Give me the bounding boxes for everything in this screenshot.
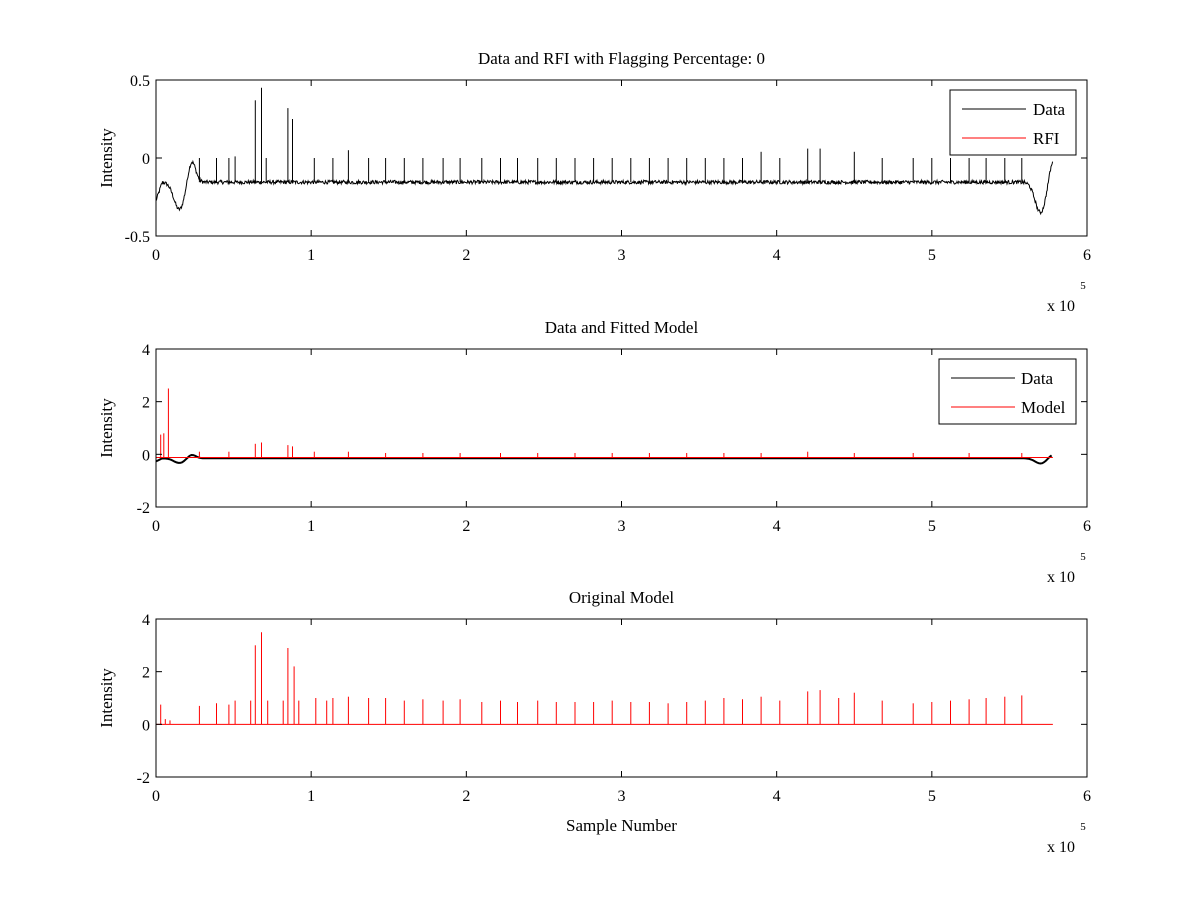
y-tick-label: -2 bbox=[137, 500, 150, 517]
series-data-line bbox=[156, 453, 1053, 465]
y-tick-label: 4 bbox=[142, 612, 150, 629]
legend-label: RFI bbox=[1033, 129, 1060, 148]
y-axis-label: Intensity bbox=[97, 668, 116, 728]
x-multiplier-exponent: 5 bbox=[1080, 280, 1086, 292]
x-tick-label: 2 bbox=[462, 788, 470, 805]
x-tick-label: 5 bbox=[928, 247, 936, 264]
plot-area bbox=[156, 632, 1053, 725]
y-tick-label: 0.5 bbox=[130, 73, 150, 90]
x-tick-label: 6 bbox=[1083, 247, 1091, 264]
chart-title: Data and Fitted Model bbox=[545, 318, 699, 337]
plot-area bbox=[156, 388, 1053, 465]
x-tick-label: 5 bbox=[928, 518, 936, 535]
x-tick-label: 3 bbox=[618, 247, 626, 264]
x-multiplier-exponent: 5 bbox=[1080, 821, 1086, 833]
x-tick-label: 1 bbox=[307, 788, 315, 805]
legend-label: Data bbox=[1033, 100, 1066, 119]
legend-label: Model bbox=[1021, 398, 1066, 417]
x-multiplier-exponent: 5 bbox=[1080, 551, 1086, 563]
x-tick-label: 5 bbox=[928, 788, 936, 805]
y-axis-label: Intensity bbox=[97, 128, 116, 188]
x-multiplier-label: x 10 bbox=[1047, 569, 1075, 586]
y-tick-label: 2 bbox=[142, 665, 150, 682]
y-tick-label: 0 bbox=[142, 151, 150, 168]
x-tick-label: 0 bbox=[152, 247, 160, 264]
y-tick-label: 2 bbox=[142, 395, 150, 412]
x-tick-label: 2 bbox=[462, 247, 470, 264]
x-tick-label: 0 bbox=[152, 788, 160, 805]
x-tick-label: 6 bbox=[1083, 788, 1091, 805]
x-multiplier-label: x 10 bbox=[1047, 298, 1075, 315]
y-tick-label: -0.5 bbox=[125, 229, 150, 246]
x-tick-label: 4 bbox=[773, 788, 781, 805]
legend-box bbox=[938, 358, 1077, 425]
chart-title: Original Model bbox=[569, 588, 675, 607]
x-tick-label: 4 bbox=[773, 247, 781, 264]
legend-label: Data bbox=[1021, 369, 1054, 388]
y-tick-label: -2 bbox=[137, 770, 150, 787]
x-tick-label: 1 bbox=[307, 247, 315, 264]
x-tick-label: 0 bbox=[152, 518, 160, 535]
x-tick-label: 6 bbox=[1083, 518, 1091, 535]
chart-title: Data and RFI with Flagging Percentage: 0 bbox=[478, 49, 765, 68]
x-tick-label: 3 bbox=[618, 518, 626, 535]
x-multiplier-label: x 10 bbox=[1047, 839, 1075, 856]
plot-area bbox=[156, 87, 1054, 216]
x-axis-label: Sample Number bbox=[566, 816, 677, 835]
series-data-line bbox=[156, 159, 1054, 216]
legend-box bbox=[949, 89, 1077, 156]
x-tick-label: 1 bbox=[307, 518, 315, 535]
x-tick-label: 3 bbox=[618, 788, 626, 805]
y-tick-label: 0 bbox=[142, 717, 150, 734]
x-tick-label: 2 bbox=[462, 518, 470, 535]
legend: Data Model bbox=[938, 358, 1077, 425]
y-axis-label: Intensity bbox=[97, 398, 116, 458]
legend: Data RFI bbox=[949, 89, 1077, 156]
x-tick-label: 4 bbox=[773, 518, 781, 535]
y-tick-label: 4 bbox=[142, 342, 150, 359]
y-tick-label: 0 bbox=[142, 447, 150, 464]
